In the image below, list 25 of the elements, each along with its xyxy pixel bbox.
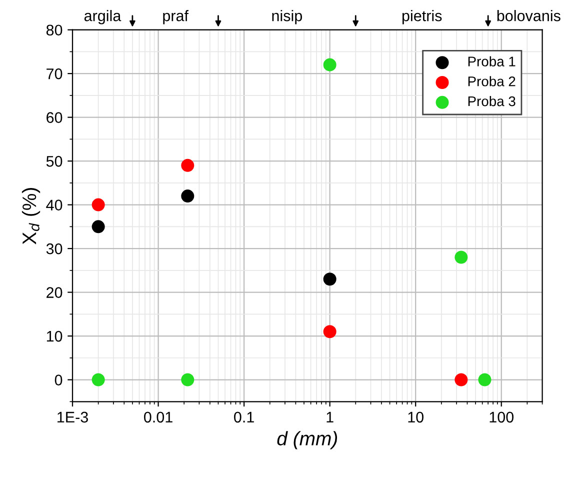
y-tick-label: 30	[46, 243, 62, 254]
text: praf	[163, 10, 189, 24]
y-tick-label: 0	[54, 374, 62, 386]
y-tick-label: 10	[46, 330, 62, 342]
text: bolovanis	[497, 10, 560, 22]
x-tick-label: 0.01	[144, 412, 172, 423]
x-tick-label: 0.1	[234, 412, 254, 423]
x-tick-label: 1E-3	[58, 412, 88, 423]
legend-label: Proba 2	[468, 76, 516, 86]
legend-label: Proba 3	[468, 96, 516, 106]
x-tick-label: 10	[408, 412, 424, 423]
text: nisip	[272, 10, 302, 24]
y-tick-label: 80	[46, 24, 62, 36]
y-tick-label: 60	[46, 112, 62, 123]
y-tick-label: 50	[46, 156, 62, 167]
x-tick-label: 1	[326, 412, 334, 422]
x-tick-label: 100	[490, 412, 514, 423]
text: argila	[84, 10, 122, 24]
y-tick-label: 40	[46, 200, 62, 210]
y-tick-label: 70	[46, 68, 62, 80]
text: pietris	[402, 10, 442, 24]
legend-label: Proba 1	[468, 56, 516, 66]
y-axis-title: X$_{d}$ (%)	[22, 188, 40, 244]
y-tick-label: 20	[46, 287, 62, 298]
x-axis-title: d (mm)	[277, 431, 338, 450]
